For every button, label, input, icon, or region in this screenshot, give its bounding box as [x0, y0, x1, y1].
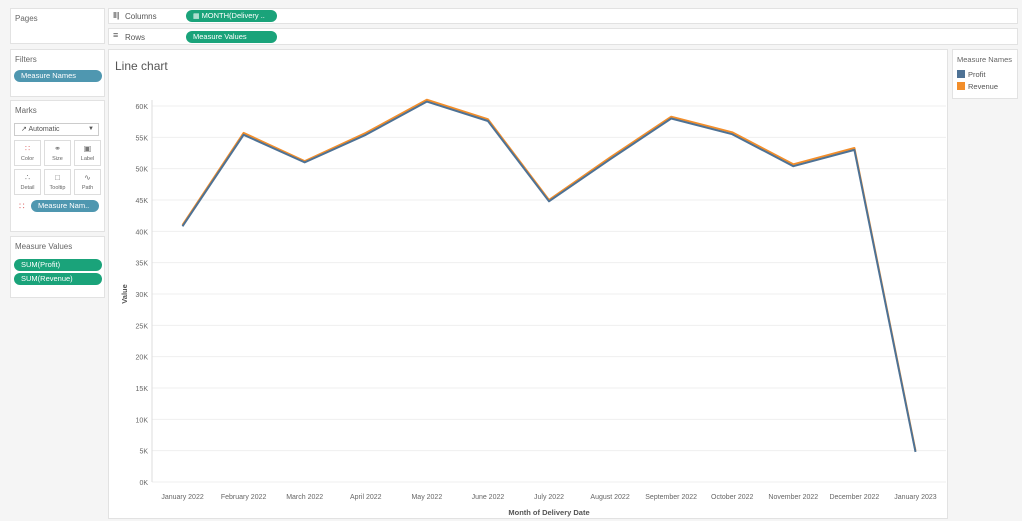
x-tick-label: December 2022	[829, 494, 879, 501]
path-icon: ∿	[84, 173, 91, 182]
calendar-icon: ▦	[193, 13, 202, 20]
x-tick-label: June 2022	[472, 494, 505, 501]
axis-labels: 0K 5K 10K 15K 20K 25K 30K 35K 40K 45K 50K 55K 60K Jan…	[120, 104, 937, 517]
pages-panel: Pages	[10, 8, 105, 44]
chart-panel: Line chart 0K 5K 10K 15K 20K 25K 30K 35K 40K 45K 5…	[108, 49, 948, 519]
filter-pill-measure-names[interactable]: Measure Names	[14, 70, 102, 82]
measure-pill-profit[interactable]: SUM(Profit)	[14, 259, 102, 271]
x-tick-label: July 2022	[534, 494, 564, 501]
legend-label-profit: Profit	[968, 70, 986, 79]
y-tick-label: 10K	[136, 417, 149, 424]
rows-icon: ≡	[113, 30, 119, 40]
series-line-profit[interactable]	[181, 100, 917, 453]
x-tick-label: April 2022	[350, 494, 382, 501]
columns-icon: ‖|	[113, 11, 120, 20]
path-label: Path	[81, 185, 94, 191]
mark-type-value: Automatic	[28, 126, 60, 133]
color-icon: ∷	[24, 144, 31, 153]
size-label: Size	[52, 156, 63, 162]
label-button[interactable]: ▣ Label	[74, 140, 101, 166]
columns-pill-label: MONTH(Delivery ..	[201, 11, 265, 20]
y-tick-label: 5K	[139, 449, 148, 456]
mark-type-dropdown[interactable]: ↗ Automatic ▼	[14, 123, 99, 136]
y-axis-title: Value	[120, 284, 129, 304]
chevron-down-icon: ▼	[88, 126, 94, 132]
columns-shelf[interactable]: ‖| Columns ▦ MONTH(Delivery ..	[108, 8, 1018, 24]
rows-label: Rows	[125, 33, 146, 42]
legend-swatch-profit	[957, 70, 965, 78]
legend-item-revenue[interactable]: Revenue	[957, 82, 998, 91]
x-axis-title: Month of Delivery Date	[508, 508, 589, 517]
x-tick-label: January 2023	[894, 494, 937, 501]
rows-pill[interactable]: Measure Values	[186, 31, 277, 43]
filters-title: Filters	[15, 55, 37, 64]
y-tick-label: 20K	[136, 355, 149, 362]
legend-label-revenue: Revenue	[968, 82, 999, 91]
y-tick-label: 45K	[136, 198, 149, 205]
measure-values-panel: Measure Values SUM(Profit) SUM(Revenue)	[10, 236, 105, 298]
y-tick-label: 15K	[136, 386, 149, 393]
label-label: Label	[80, 156, 95, 162]
color-button[interactable]: ∷ Color	[14, 140, 41, 166]
x-tick-label: September 2022	[645, 494, 697, 501]
x-tick-label: October 2022	[711, 494, 754, 501]
x-tick-label: August 2022	[590, 494, 629, 501]
columns-label: Columns	[125, 12, 157, 21]
y-tick-label: 30K	[136, 292, 149, 299]
chart-title: Line chart	[115, 59, 168, 73]
detail-label: Detail	[20, 185, 35, 191]
x-tick-label: February 2022	[221, 494, 267, 501]
measure-values-title: Measure Values	[15, 242, 73, 251]
filters-panel: Filters Measure Names	[10, 49, 105, 97]
y-tick-label: 50K	[136, 167, 149, 174]
y-tick-label: 55K	[136, 135, 149, 142]
x-tick-label: March 2022	[286, 494, 323, 501]
series-line-revenue[interactable]	[181, 98, 917, 451]
tooltip-label: Tooltip	[49, 185, 66, 191]
y-tick-label: 60K	[136, 104, 149, 111]
series-lines	[181, 98, 917, 453]
legend-title: Measure Names	[957, 55, 1013, 64]
color-label: Color	[20, 156, 35, 162]
tooltip-icon: □	[55, 173, 60, 182]
legend-panel: Measure Names Profit Revenue	[952, 49, 1018, 99]
size-button[interactable]: ⚭ Size	[44, 140, 71, 166]
detail-button[interactable]: ∴ Detail	[14, 169, 41, 195]
path-button[interactable]: ∿ Path	[74, 169, 101, 195]
legend-swatch-revenue	[957, 82, 965, 90]
x-tick-label: November 2022	[768, 494, 818, 501]
rows-shelf[interactable]: ≡ Rows Measure Values	[108, 28, 1018, 45]
line-chart: 0K 5K 10K 15K 20K 25K 30K 35K 40K 45K 50K 55K 60K Jan…	[120, 98, 946, 517]
label-icon: ▣	[83, 144, 92, 153]
tooltip-button[interactable]: □ Tooltip	[44, 169, 71, 195]
grid-lines	[151, 100, 946, 483]
y-tick-label: 25K	[136, 323, 149, 330]
x-tick-label: January 2022	[161, 494, 204, 501]
detail-icon: ∴	[24, 173, 31, 182]
y-tick-label: 0K	[139, 480, 148, 487]
line-mark-icon: ↗	[21, 126, 29, 133]
marks-field-pill[interactable]: Measure Nam..	[31, 200, 99, 212]
y-tick-label: 35K	[136, 261, 149, 268]
marks-title: Marks	[15, 106, 37, 115]
pages-title: Pages	[15, 14, 38, 23]
legend-item-profit[interactable]: Profit	[957, 70, 986, 79]
columns-pill[interactable]: ▦ MONTH(Delivery ..	[186, 10, 277, 22]
marks-panel: Marks ↗ Automatic ▼ ∷ Color ⚭ Size ▣ Lab…	[10, 100, 105, 232]
color-field-icon: ∷	[19, 201, 25, 211]
x-tick-label: May 2022	[411, 494, 442, 501]
size-icon: ⚭	[54, 144, 61, 153]
measure-pill-revenue[interactable]: SUM(Revenue)	[14, 273, 102, 285]
y-tick-label: 40K	[136, 229, 149, 236]
